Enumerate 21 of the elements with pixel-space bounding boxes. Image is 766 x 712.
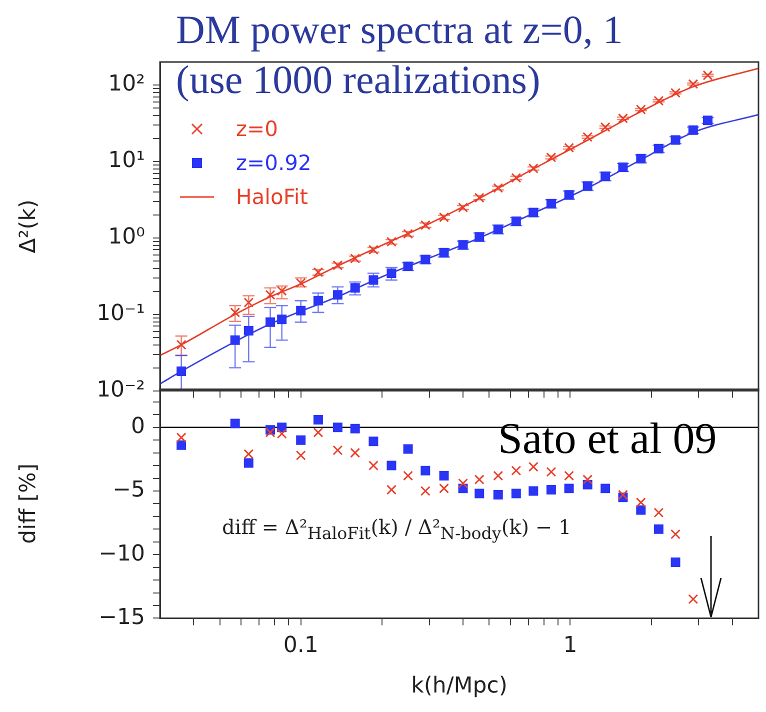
y-axis-title: Δ²(k): [16, 200, 41, 254]
chart-subtitle: (use 1000 realizations): [176, 57, 540, 102]
x-axis-title: k(h/Mpc): [411, 674, 508, 699]
y-tick-label: 10⁰: [108, 224, 146, 250]
y-tick-label: 10⁻²: [96, 378, 145, 403]
y-tick-label: 0: [131, 414, 145, 440]
y-axis-title: diff [%]: [16, 464, 41, 544]
legend-label: z=0.92: [236, 150, 312, 174]
chart-title: DM power spectra at z=0, 1: [176, 7, 623, 52]
annotation: diff = Δ²$_{HaloFit}$(k) / Δ²$_{N-body}$(k) − 1: [222, 515, 572, 544]
y-tick-label: −15: [98, 604, 145, 630]
x-tick-label: 1: [563, 633, 578, 658]
y-tick-label: 10¹: [108, 148, 145, 174]
annotation: Sato et al 09: [498, 414, 717, 464]
y-tick-label: 10²: [108, 72, 145, 97]
legend-label: z=0: [236, 116, 278, 140]
legend-label: HaloFit: [236, 184, 308, 208]
y-tick-label: −10: [98, 541, 145, 566]
y-tick-label: 10⁻¹: [96, 301, 145, 326]
x-tick-label: 0.1: [283, 633, 318, 658]
y-tick-label: −5: [112, 478, 145, 503]
